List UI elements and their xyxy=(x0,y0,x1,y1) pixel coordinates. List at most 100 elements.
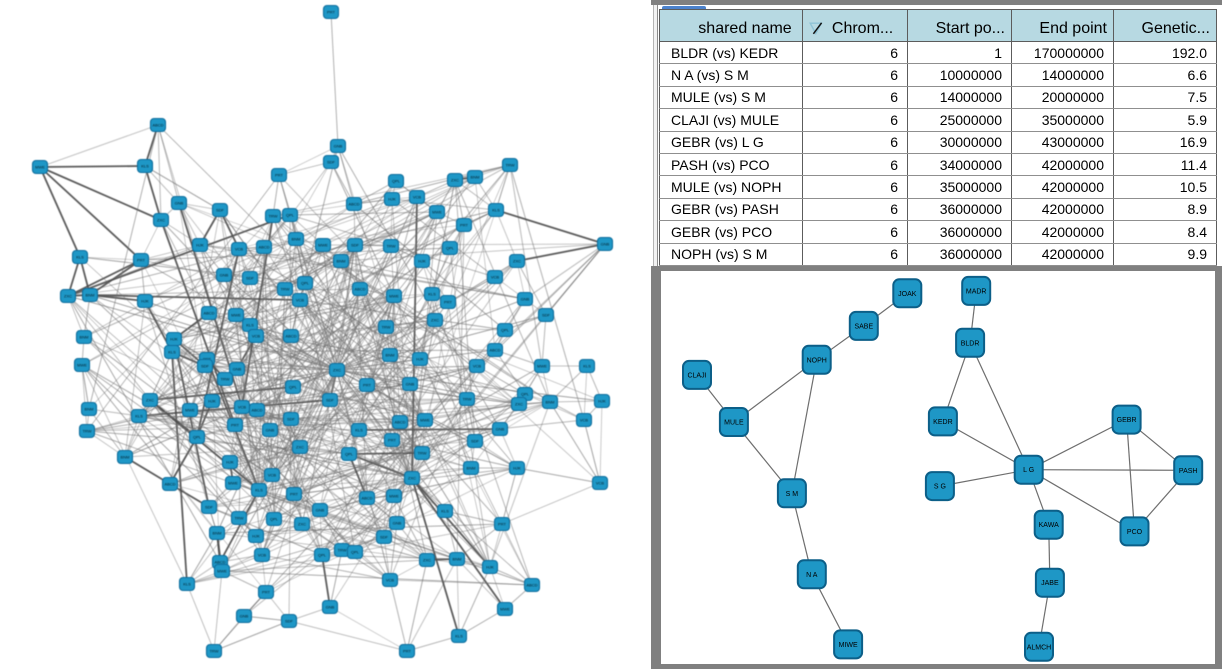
svg-text:ABCD: ABCD xyxy=(203,311,214,316)
svg-text:ZXC: ZXC xyxy=(408,476,416,481)
svg-text:PRT: PRT xyxy=(327,10,335,15)
svg-text:ABCD: ABCD xyxy=(361,496,372,501)
svg-text:MWE: MWE xyxy=(185,408,195,413)
svg-text:MWE: MWE xyxy=(389,294,399,299)
svg-text:QPL: QPL xyxy=(392,179,401,184)
svg-text:GEBR: GEBR xyxy=(1116,417,1136,424)
svg-text:ABCD: ABCD xyxy=(258,245,269,250)
svg-text:BNM: BNM xyxy=(386,353,395,358)
svg-text:QPL: QPL xyxy=(446,246,455,251)
svg-text:JABE: JABE xyxy=(1041,580,1059,587)
svg-text:TRW: TRW xyxy=(505,163,514,168)
svg-text:MWE: MWE xyxy=(537,364,547,369)
svg-text:KLS: KLS xyxy=(183,582,191,587)
svg-text:GNB: GNB xyxy=(334,144,343,149)
svg-text:ABCD: ABCD xyxy=(354,287,365,292)
svg-text:BNM: BNM xyxy=(121,455,130,460)
svg-text:PRT: PRT xyxy=(262,590,270,595)
svg-text:PRT: PRT xyxy=(388,438,396,443)
svg-text:SDF: SDF xyxy=(326,398,335,403)
svg-text:MWE: MWE xyxy=(420,418,430,423)
svg-text:KLS: KLS xyxy=(246,323,254,328)
svg-text:SDF: SDF xyxy=(327,160,336,165)
svg-text:HJK: HJK xyxy=(388,197,396,202)
svg-text:ABCD: ABCD xyxy=(394,420,405,425)
svg-text:MWE: MWE xyxy=(35,165,45,170)
svg-text:QPL: QPL xyxy=(521,392,530,397)
svg-text:ABCD: ABCD xyxy=(214,560,225,565)
svg-text:MWE: MWE xyxy=(217,569,227,574)
svg-text:ABCD: ABCD xyxy=(164,482,175,487)
svg-text:GNB: GNB xyxy=(393,521,402,526)
svg-text:VCB: VCB xyxy=(235,247,244,252)
svg-text:GNB: GNB xyxy=(220,273,229,278)
svg-text:BNM: BNM xyxy=(471,175,480,180)
svg-text:VCB: VCB xyxy=(580,418,589,423)
svg-text:TRW: TRW xyxy=(82,429,91,434)
svg-text:KLS: KLS xyxy=(455,634,463,639)
svg-text:SDF: SDF xyxy=(201,364,210,369)
svg-text:ZXC: ZXC xyxy=(296,445,304,450)
svg-text:MWE: MWE xyxy=(77,363,87,368)
svg-text:PRT: PRT xyxy=(403,649,411,654)
svg-text:GNB: GNB xyxy=(266,428,275,433)
svg-text:SDF: SDF xyxy=(246,276,255,281)
svg-text:ZXC: ZXC xyxy=(515,402,523,407)
svg-text:MWE: MWE xyxy=(318,243,328,248)
svg-text:PRT: PRT xyxy=(137,258,145,263)
svg-text:GNB: GNB xyxy=(316,508,325,513)
svg-text:CLAJI: CLAJI xyxy=(687,372,706,379)
svg-text:SDF: SDF xyxy=(287,417,296,422)
svg-text:TRW: TRW xyxy=(386,244,395,249)
svg-text:BNM: BNM xyxy=(213,531,222,536)
svg-text:QPL: QPL xyxy=(501,328,510,333)
svg-text:L G: L G xyxy=(1023,467,1034,474)
svg-text:SDF: SDF xyxy=(216,208,225,213)
svg-text:ABCD: ABCD xyxy=(152,123,163,128)
svg-text:TRW: TRW xyxy=(381,325,390,330)
svg-text:NOPH: NOPH xyxy=(806,357,826,364)
svg-text:MADR: MADR xyxy=(965,288,986,295)
svg-text:BNM: BNM xyxy=(292,237,301,242)
svg-text:S M: S M xyxy=(785,490,798,497)
svg-text:KEDR: KEDR xyxy=(933,418,952,425)
svg-text:GNB: GNB xyxy=(326,605,335,610)
svg-text:BNM: BNM xyxy=(80,335,89,340)
svg-text:QPL: QPL xyxy=(345,452,354,457)
svg-text:ZXC: ZXC xyxy=(513,259,521,264)
svg-text:TRW: TRW xyxy=(220,377,229,382)
svg-text:SDF: SDF xyxy=(542,313,551,318)
svg-text:ABCD: ABCD xyxy=(348,202,359,207)
svg-text:KLS: KLS xyxy=(255,488,263,493)
svg-text:TRW: TRW xyxy=(462,397,471,402)
svg-text:KLS: KLS xyxy=(428,292,436,297)
svg-text:VCB: VCB xyxy=(238,405,247,410)
svg-text:HJK: HJK xyxy=(252,534,260,539)
svg-text:PASH: PASH xyxy=(1178,467,1197,474)
svg-text:GNB: GNB xyxy=(496,427,505,432)
svg-text:HJK: HJK xyxy=(513,466,521,471)
svg-text:QPL: QPL xyxy=(193,435,202,440)
svg-text:PRT: PRT xyxy=(290,492,298,497)
svg-text:ZXC: ZXC xyxy=(333,368,341,373)
svg-text:MWE: MWE xyxy=(500,607,510,612)
svg-text:MWE: MWE xyxy=(231,313,241,318)
svg-text:PRT: PRT xyxy=(363,383,371,388)
svg-text:HJK: HJK xyxy=(196,243,204,248)
svg-text:BLDR: BLDR xyxy=(960,340,979,347)
svg-text:SDF: SDF xyxy=(205,505,214,510)
svg-text:VCB: VCB xyxy=(268,473,277,478)
svg-text:KLS: KLS xyxy=(135,414,143,419)
svg-text:TRW: TRW xyxy=(417,451,426,456)
svg-text:VCB: VCB xyxy=(413,195,422,200)
svg-text:HJK: HJK xyxy=(416,357,424,362)
svg-text:TRW: TRW xyxy=(268,214,277,219)
svg-text:KLS: KLS xyxy=(168,350,176,355)
svg-text:VCB: VCB xyxy=(473,364,482,369)
svg-text:PRT: PRT xyxy=(460,223,468,228)
svg-text:ALMCH: ALMCH xyxy=(1026,644,1051,651)
svg-text:PCO: PCO xyxy=(1126,528,1142,535)
svg-text:QPL: QPL xyxy=(318,553,327,558)
svg-text:KLS: KLS xyxy=(492,208,500,213)
svg-text:ABCD: ABCD xyxy=(251,408,262,413)
